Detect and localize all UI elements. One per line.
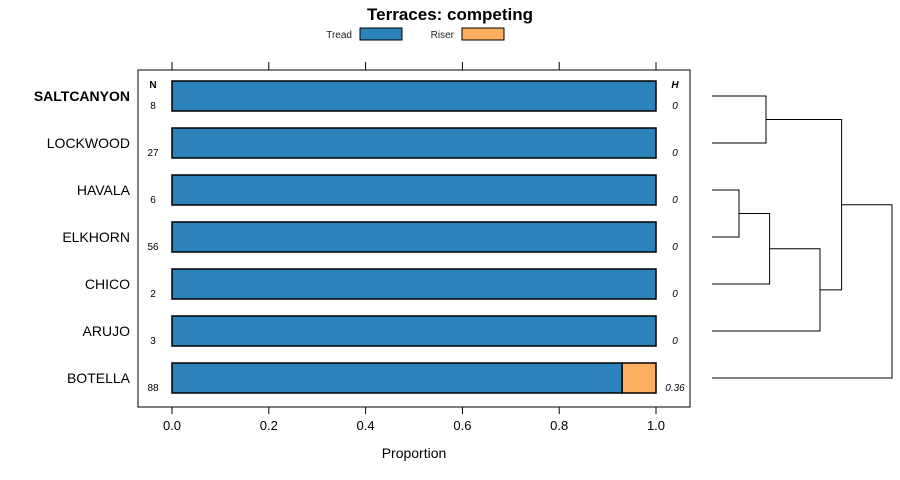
n-value-lockwood: 27	[147, 148, 159, 159]
n-value-chico: 2	[150, 289, 156, 300]
n-value-elkhorn: 56	[147, 242, 159, 253]
dendrogram-link-1	[712, 189, 740, 238]
n-value-saltcanyon: 8	[150, 101, 156, 112]
category-label-elkhorn: ELKHORN	[62, 229, 130, 245]
dendrogram-link-2	[712, 213, 771, 285]
x-tick-label: 0.4	[357, 418, 375, 433]
h-value-lockwood: 0	[672, 148, 678, 159]
bottom-axis-ticks: 0.0 0.2 0.4 0.6 0.8 1.0	[163, 407, 665, 433]
dendrogram-link-0	[712, 95, 767, 144]
bar-botella-riser	[621, 362, 657, 394]
x-tick-label: 1.0	[647, 418, 665, 433]
category-label-chico: CHICO	[85, 276, 130, 292]
category-label-lockwood: LOCKWOOD	[47, 135, 130, 151]
h-value-saltcanyon: 0	[672, 101, 678, 112]
dendrogram	[712, 95, 893, 379]
category-labels: SALTCANYON LOCKWOOD HAVALA ELKHORN CHICO ARUJ…	[34, 88, 131, 386]
n-labels: 8 27 6 56 2 3 88	[147, 101, 159, 394]
chart-title: Terraces: competing	[367, 5, 533, 24]
h-value-botella: 0.36	[665, 383, 685, 394]
bar-botella-tread	[171, 362, 623, 394]
x-tick-label: 0.0	[163, 418, 181, 433]
h-value-arujo: 0	[672, 336, 678, 347]
x-axis-label: Proportion	[382, 445, 447, 461]
legend: Tread Riser	[326, 27, 505, 41]
bars	[171, 80, 657, 394]
dendrogram-link-4	[766, 119, 843, 291]
legend-swatch-riser	[461, 27, 505, 41]
legend-label-tread: Tread	[326, 30, 352, 41]
h-column-header: H	[671, 80, 679, 91]
legend-swatch-tread	[359, 27, 403, 41]
category-label-havala: HAVALA	[77, 182, 131, 198]
n-column-header: N	[149, 80, 156, 91]
n-value-havala: 6	[150, 195, 156, 206]
bar-saltcanyon-tread	[171, 80, 657, 112]
x-tick-label: 0.2	[260, 418, 278, 433]
h-labels: 0 0 0 0 0 0 0.36	[665, 101, 685, 394]
bar-arujo-tread	[171, 315, 657, 347]
bar-lockwood-tread	[171, 127, 657, 159]
bar-elkhorn-tread	[171, 221, 657, 253]
category-label-botella: BOTELLA	[67, 370, 131, 386]
x-tick-label: 0.6	[453, 418, 471, 433]
h-value-havala: 0	[672, 195, 678, 206]
n-value-arujo: 3	[150, 336, 156, 347]
x-tick-label: 0.8	[550, 418, 568, 433]
category-label-arujo: ARUJO	[83, 323, 131, 339]
n-value-botella: 88	[147, 383, 159, 394]
bar-havala-tread	[171, 174, 657, 206]
h-value-elkhorn: 0	[672, 242, 678, 253]
dendrogram-link-3	[712, 248, 821, 332]
legend-label-riser: Riser	[431, 30, 455, 41]
h-value-chico: 0	[672, 289, 678, 300]
dendrogram-link-5	[712, 204, 893, 379]
bar-chico-tread	[171, 268, 657, 300]
category-label-saltcanyon: SALTCANYON	[34, 88, 130, 104]
plot-panel	[137, 69, 691, 408]
top-axis-ticks	[171, 62, 657, 70]
